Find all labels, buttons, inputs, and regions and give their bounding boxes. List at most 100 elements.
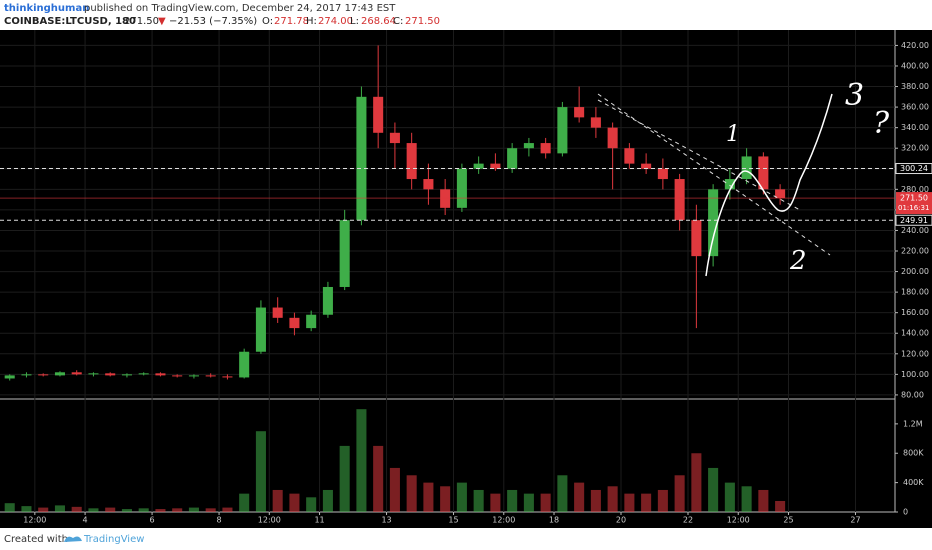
published: published on TradingView.com, December 2… <box>84 3 396 14</box>
o-value: 271.78 <box>274 16 309 27</box>
trendline <box>597 93 831 256</box>
header-bg <box>0 0 932 30</box>
candle-body <box>440 189 451 208</box>
l-label: L: <box>350 16 359 27</box>
x-tick-label: 18 <box>549 516 559 525</box>
volume-bar <box>54 505 65 512</box>
x-tick-label: 12:00 <box>23 516 46 525</box>
level-label-bg <box>895 163 932 175</box>
y-tick-label: 200.00 <box>901 267 929 276</box>
candle-body <box>557 107 568 154</box>
x-tick-label: 11 <box>314 516 324 525</box>
candle-body <box>657 168 668 180</box>
volume-bar <box>691 453 702 512</box>
y-tick-label: 320.00 <box>901 144 929 153</box>
volume-bar <box>775 500 786 512</box>
candle-body <box>239 351 250 378</box>
y-tick-label: 380.00 <box>901 82 929 91</box>
volume-tick-label: 400K <box>903 478 924 487</box>
volume-bar <box>71 506 82 512</box>
handwritten-note: ? <box>873 106 890 141</box>
candle-body <box>423 179 434 190</box>
candle-body <box>507 148 518 169</box>
volume-bar <box>306 497 317 512</box>
volume-bar <box>88 508 99 512</box>
candle-body <box>322 286 333 315</box>
volume-bar <box>155 509 166 512</box>
level-label: 300.24 <box>900 164 928 173</box>
candle-body <box>4 375 15 379</box>
volume-tick-label: 1.2M <box>903 419 923 428</box>
candle-body <box>289 317 300 329</box>
candle-body <box>406 143 417 180</box>
x-tick-label: 6 <box>150 516 155 525</box>
volume-bar <box>289 493 300 512</box>
y-tick-label: 80.00 <box>901 390 924 399</box>
candle-body <box>272 307 283 318</box>
candle-body <box>674 179 685 221</box>
candle-body <box>389 132 400 144</box>
candle-body <box>607 127 618 149</box>
c-value: 271.50 <box>405 16 440 27</box>
volume-bar <box>574 482 585 512</box>
volume-bar <box>507 489 518 512</box>
volume-bar <box>38 507 49 512</box>
volume-bar <box>4 503 15 512</box>
candle-body <box>105 373 116 376</box>
y-tick-label: 120.00 <box>901 349 929 358</box>
volume-bar <box>440 486 451 512</box>
volume-bar <box>105 507 116 512</box>
candle-body <box>624 148 635 164</box>
candle-body <box>758 156 769 190</box>
y-tick-label: 400.00 <box>901 61 929 70</box>
y-tick-label: 240.00 <box>901 226 929 235</box>
y-tick-label: 180.00 <box>901 288 929 297</box>
created-with: Created with <box>4 534 68 545</box>
volume-bar <box>423 482 434 512</box>
x-tick-label: 8 <box>217 516 222 525</box>
volume-bar <box>138 508 149 512</box>
volume-bar <box>389 467 400 512</box>
price-label: 271.50 <box>900 194 928 203</box>
y-tick-label: 280.00 <box>901 185 929 194</box>
volume-bar <box>239 493 250 512</box>
h-value: 274.00 <box>318 16 353 27</box>
c-label: C: <box>393 16 403 27</box>
plot-bg <box>0 30 932 528</box>
arrow: ▼ <box>158 16 166 27</box>
x-tick-label: 12:00 <box>492 516 515 525</box>
volume-bar <box>373 445 384 512</box>
hand-drawn-path <box>705 93 833 277</box>
x-tick-label: 12:00 <box>258 516 281 525</box>
volume-bar <box>741 486 752 512</box>
level-label-bg <box>895 214 932 226</box>
volume-bar <box>356 409 367 512</box>
candle-body <box>724 179 735 190</box>
candle-body <box>708 189 719 257</box>
volume-bar <box>406 475 417 512</box>
x-tick-label: 13 <box>381 516 391 525</box>
x-tick-label: 20 <box>616 516 626 525</box>
price-label-bg <box>896 192 932 215</box>
volume-bar <box>758 489 769 512</box>
volume-bar <box>473 489 484 512</box>
volume-bar <box>708 467 719 512</box>
volume-bar <box>674 475 685 512</box>
candle-body <box>188 375 199 377</box>
level-label: 249.91 <box>900 216 928 225</box>
volume-bar <box>641 493 652 512</box>
x-tick-label: 22 <box>683 516 693 525</box>
volume-bar <box>188 507 199 512</box>
volume-bar <box>205 508 216 512</box>
l-value: 268.64 <box>361 16 396 27</box>
candle-body <box>373 96 384 133</box>
candle-body <box>691 220 702 257</box>
candle-body <box>71 372 82 375</box>
volume-bar <box>590 489 601 512</box>
footer-bg <box>0 528 932 550</box>
candle-body <box>121 374 132 376</box>
volume-bar <box>255 431 266 512</box>
volume-bar <box>121 509 132 512</box>
